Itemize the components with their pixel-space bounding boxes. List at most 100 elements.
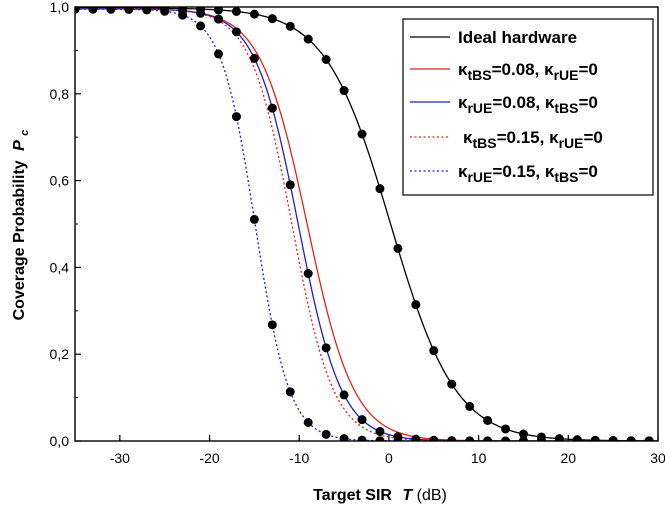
series-marker-2 <box>267 103 277 113</box>
series-marker-4 <box>447 436 457 441</box>
series-marker-4 <box>357 435 367 441</box>
legend-box <box>402 18 654 196</box>
y-axis-variable: P <box>11 140 28 151</box>
y-tick-label: 0,4 <box>50 259 70 275</box>
x-axis-label: Target SIR <box>313 487 392 504</box>
legend-entry-tbs-015: κtBS=0.15, κrUE=0 <box>410 128 603 151</box>
tick-labels: -30 -20 -10 0 10 20 30 0,0 0,2 0,4 0,6 0,8 1,0 <box>50 0 665 466</box>
series-marker-0 <box>321 54 331 64</box>
series-marker-2 <box>375 426 385 436</box>
legend: Ideal hardware κtBS=0.08, κrUE=0 κrUE=0.… <box>402 18 654 196</box>
series-marker-4 <box>196 21 206 31</box>
y-axis-label: Coverage Probability <box>11 160 28 320</box>
series-marker-4 <box>285 387 295 397</box>
series-marker-4 <box>106 7 116 14</box>
series-marker-4 <box>321 429 331 439</box>
series-marker-0 <box>249 9 259 19</box>
series-marker-4 <box>501 436 511 441</box>
x-tick-label: -30 <box>110 450 130 466</box>
y-tick-label: 0,6 <box>50 173 70 189</box>
series-marker-0 <box>411 300 421 310</box>
series-marker-0 <box>339 86 349 96</box>
series-marker-4 <box>483 436 493 441</box>
series-line-3 <box>75 8 658 441</box>
series-marker-4 <box>554 436 564 441</box>
series-line-2 <box>75 8 658 441</box>
legend-entry-tbs-008: κtBS=0.08, κrUE=0 <box>410 60 598 83</box>
series-marker-4 <box>160 7 170 16</box>
series-marker-2 <box>357 415 367 425</box>
series-marker-2 <box>285 180 295 190</box>
x-tick-label: 20 <box>561 450 577 466</box>
series-marker-4 <box>518 436 528 441</box>
series-marker-4 <box>590 436 600 441</box>
series-marker-4 <box>249 214 259 224</box>
series-marker-0 <box>357 129 367 139</box>
series-marker-0 <box>285 21 295 31</box>
series-marker-4 <box>608 436 618 441</box>
series-marker-4 <box>124 7 134 14</box>
series-marker-0 <box>231 7 241 16</box>
series-marker-4 <box>429 436 439 441</box>
series-marker-4 <box>393 436 403 441</box>
series-marker-4 <box>339 434 349 441</box>
series-marker-4 <box>465 436 475 441</box>
series-marker-2 <box>214 14 224 24</box>
legend-label-rue-015: κrUE=0.15, κtBS=0 <box>458 162 598 185</box>
series-marker-0 <box>303 34 313 44</box>
series-marker-4 <box>178 10 188 20</box>
x-tick-label: 0 <box>385 450 393 466</box>
series-marker-2 <box>196 8 206 18</box>
series-marker-0 <box>501 424 511 434</box>
plot-frame <box>74 6 659 442</box>
series-marker-0 <box>518 429 528 439</box>
legend-label-tbs-015: κtBS=0.15, κrUE=0 <box>463 128 603 151</box>
series-marker-0 <box>393 243 403 253</box>
y-tick-label: 0,8 <box>50 86 70 102</box>
series-marker-4 <box>644 436 654 441</box>
legend-label-rue-008: κrUE=0.08, κtBS=0 <box>458 93 598 116</box>
x-tick-label: -20 <box>199 450 219 466</box>
series-marker-4 <box>267 320 277 330</box>
series-marker-0 <box>214 7 224 15</box>
legend-entry-rue-008: κrUE=0.08, κtBS=0 <box>410 93 598 116</box>
series-marker-4 <box>626 436 636 441</box>
series-marker-2 <box>339 390 349 400</box>
series-marker-4 <box>142 7 152 15</box>
legend-entry-ideal: Ideal hardware <box>410 28 577 47</box>
x-tick-label: 10 <box>471 450 487 466</box>
series-marker-0 <box>267 14 277 24</box>
x-axis-title: Target SIR T (dB) <box>313 487 447 504</box>
series-marker-4 <box>88 7 98 14</box>
y-tick-label: 0,2 <box>50 346 70 362</box>
x-axis-unit: (dB) <box>417 487 447 504</box>
series-marker-0 <box>447 379 457 389</box>
x-axis-variable: T <box>402 487 413 504</box>
series-marker-4 <box>375 436 385 441</box>
series-marker-2 <box>321 343 331 353</box>
y-axis-subscript: c <box>19 130 31 136</box>
y-tick-label: 1,0 <box>50 0 70 15</box>
series-marker-0 <box>465 401 475 411</box>
legend-entry-rue-015: κrUE=0.15, κtBS=0 <box>410 162 598 185</box>
series-marker-4 <box>536 436 546 441</box>
series-marker-2 <box>231 27 241 37</box>
legend-label-tbs-008: κtBS=0.08, κrUE=0 <box>458 60 598 83</box>
y-tick-label: 0,0 <box>50 433 70 449</box>
series-marker-2 <box>249 53 259 63</box>
series-marker-0 <box>483 415 493 425</box>
x-tick-label: -10 <box>289 450 309 466</box>
series-marker-0 <box>375 184 385 194</box>
series-marker-4 <box>75 7 80 14</box>
legend-label-ideal: Ideal hardware <box>458 28 577 47</box>
series-marker-0 <box>429 346 439 356</box>
series-markers <box>75 7 654 441</box>
series-marker-4 <box>411 436 421 441</box>
series-marker-4 <box>231 112 241 122</box>
series-marker-4 <box>303 417 313 427</box>
series-marker-2 <box>303 269 313 279</box>
x-tick-label: 30 <box>650 450 665 466</box>
y-axis-title: Coverage Probability P c <box>11 130 31 321</box>
series-marker-4 <box>572 436 582 441</box>
